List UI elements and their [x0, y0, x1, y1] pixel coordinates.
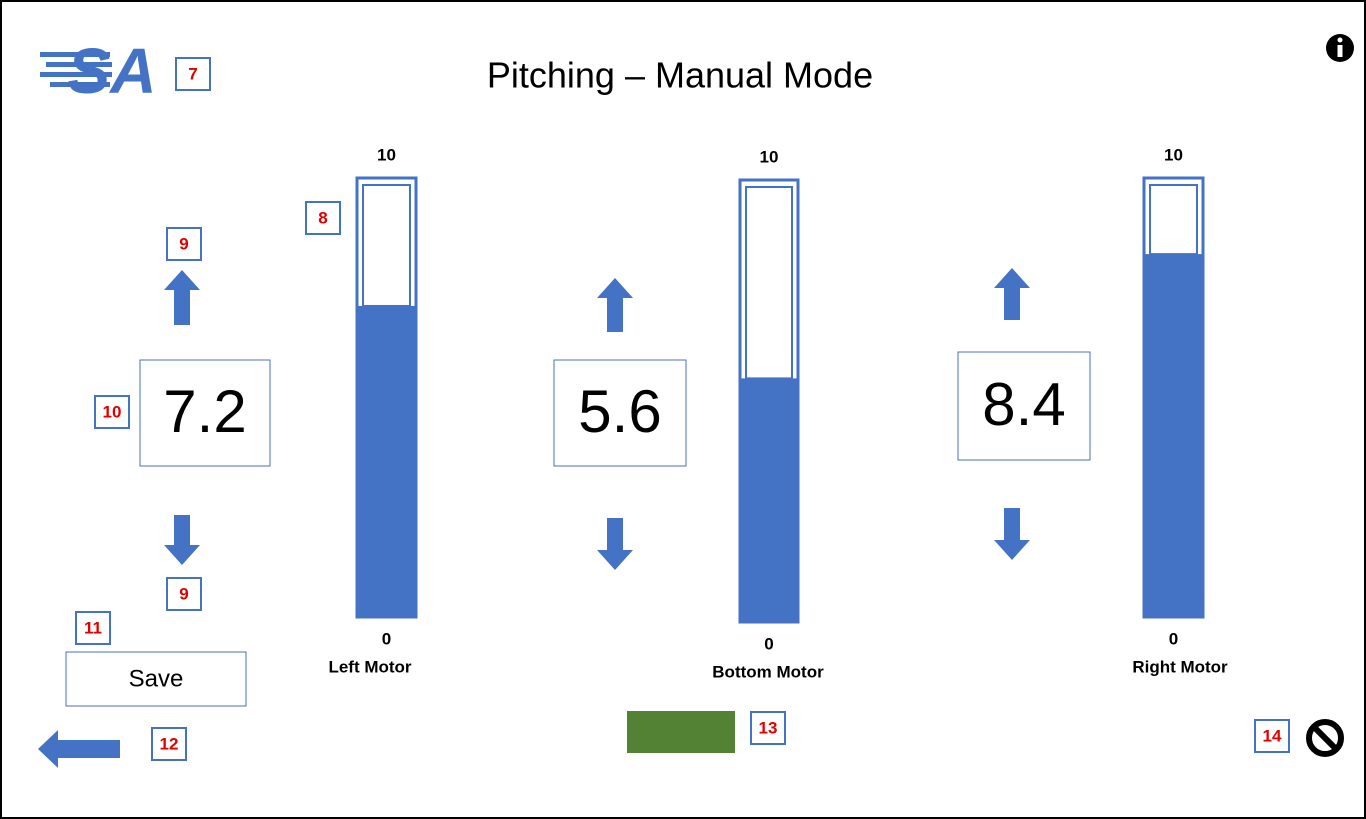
motor-name: Bottom Motor — [712, 662, 824, 681]
increase-arrow[interactable] — [164, 270, 200, 325]
stop-icon[interactable] — [1306, 719, 1344, 757]
annotation-box — [166, 577, 202, 611]
annotation-number: 8 — [318, 208, 327, 227]
annotation-number: 7 — [188, 64, 197, 83]
save-label: Save — [129, 665, 184, 692]
value-box — [139, 359, 271, 467]
annotation-number: 9 — [179, 584, 188, 603]
value-box — [553, 359, 687, 467]
gauge-empty — [1149, 184, 1198, 256]
gauge-empty — [745, 186, 793, 380]
decrease-arrow[interactable] — [164, 515, 200, 565]
increase-arrow[interactable] — [597, 278, 633, 332]
gauge-fill — [740, 378, 798, 622]
info-icon[interactable] — [1326, 34, 1354, 62]
value-box — [957, 351, 1091, 461]
page-title: Pitching – Manual Mode — [487, 55, 873, 96]
annotation-box — [305, 201, 341, 235]
annotation-number: 12 — [160, 734, 179, 753]
back-arrow[interactable] — [38, 730, 120, 768]
gauge-max-label: 10 — [377, 145, 396, 164]
motor-name: Left Motor — [328, 657, 411, 676]
increase-arrow[interactable] — [994, 268, 1030, 320]
gauge-min-label: 0 — [382, 629, 391, 648]
status-indicator — [627, 711, 735, 753]
annotation-box — [151, 727, 187, 761]
motor-value: 7.2 — [163, 378, 246, 445]
annotation-number: 10 — [103, 402, 122, 421]
gauge-max-label: 10 — [760, 147, 779, 166]
save-button[interactable]: Save — [65, 651, 247, 707]
annotation-box — [1254, 719, 1290, 753]
annotation-box — [75, 611, 111, 645]
gauge-fill — [357, 305, 416, 617]
gauge-empty — [362, 184, 411, 307]
logo: SA — [40, 35, 156, 107]
annotation-number: 14 — [1263, 726, 1282, 745]
annotation-number: 13 — [759, 718, 778, 737]
motor-value: 8.4 — [982, 371, 1065, 438]
annotation-box — [175, 57, 211, 91]
decrease-arrow[interactable] — [597, 518, 633, 570]
annotation-number: 11 — [84, 618, 102, 637]
gauge-min-label: 0 — [1169, 629, 1178, 648]
gauge-max-label: 10 — [1164, 145, 1183, 164]
gauge-fill — [1144, 254, 1203, 617]
annotation-box — [166, 227, 202, 261]
decrease-arrow[interactable] — [994, 508, 1030, 560]
annotation-box — [94, 395, 130, 429]
annotation-box — [750, 711, 786, 745]
gauge-min-label: 0 — [764, 634, 773, 653]
logo-text: SA — [68, 35, 157, 107]
motor-name: Right Motor — [1132, 657, 1228, 676]
annotation-number: 9 — [179, 234, 188, 253]
motor-value: 5.6 — [578, 378, 661, 445]
